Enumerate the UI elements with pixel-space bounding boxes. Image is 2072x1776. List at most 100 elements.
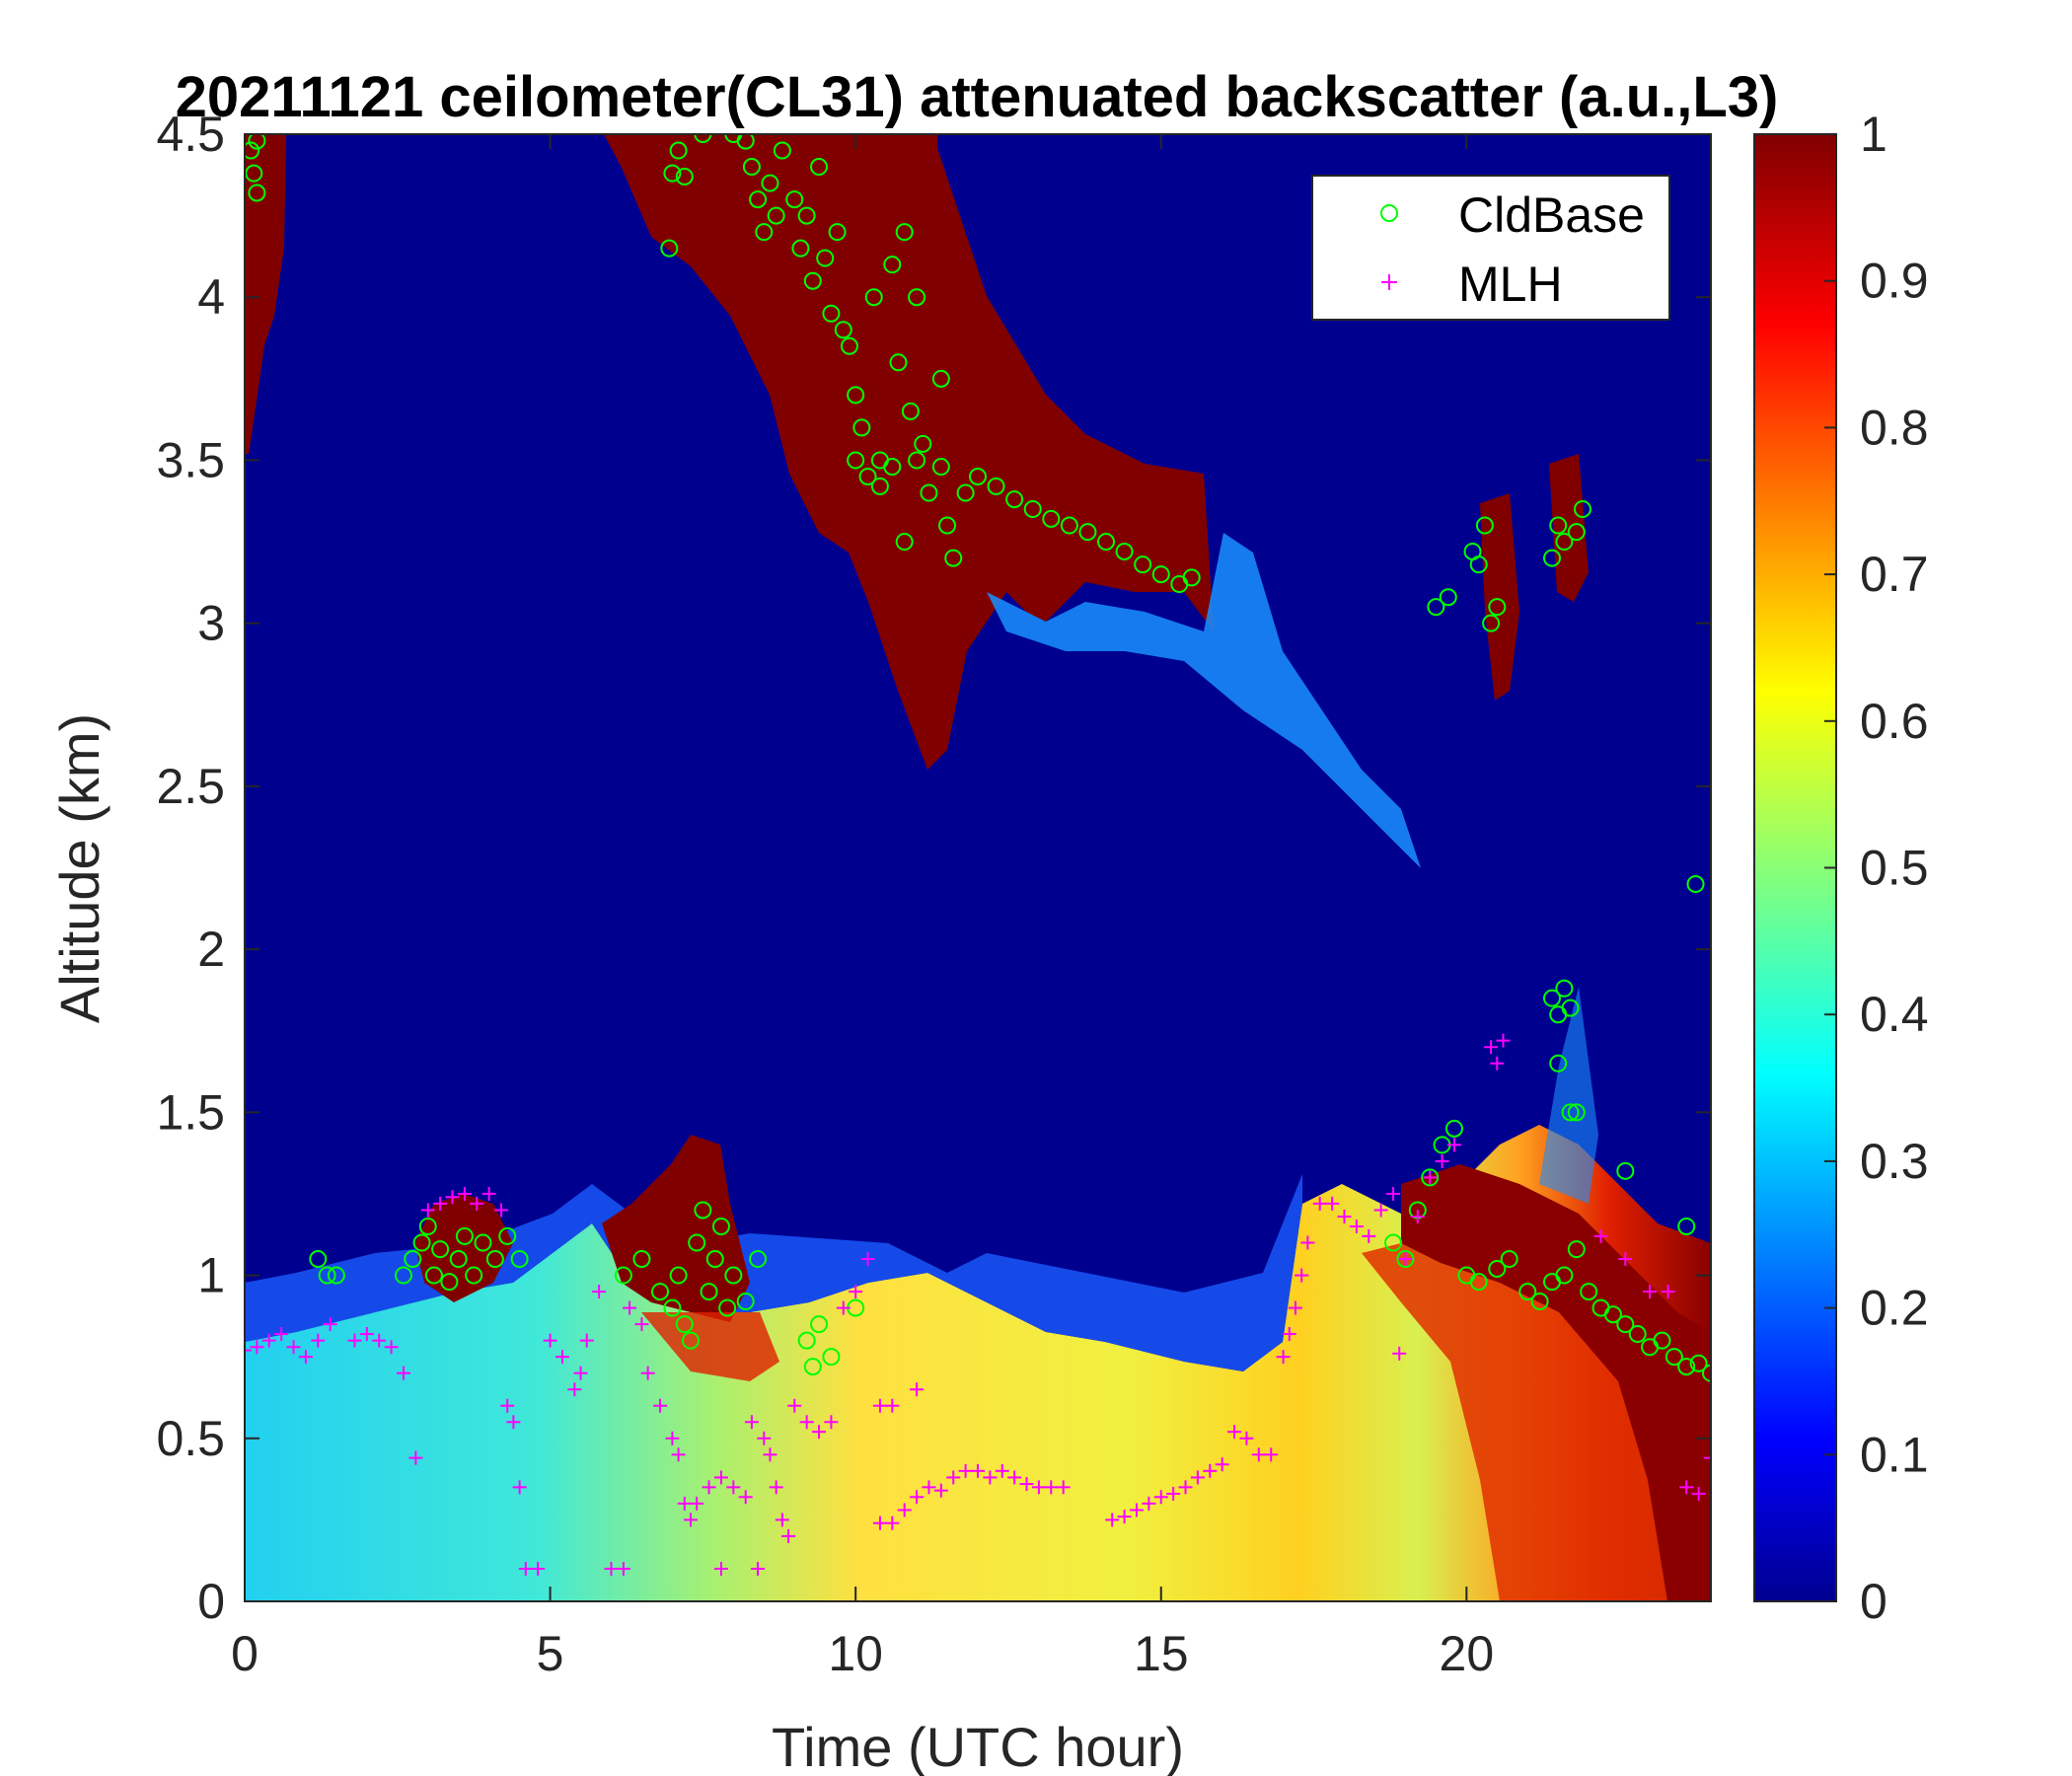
- mlh-point: [543, 1333, 557, 1348]
- legend-mlh-marker: [1381, 274, 1397, 290]
- cldbase-point: [1421, 1168, 1440, 1187]
- cldbase-point: [245, 141, 260, 160]
- cldbase-point: [1567, 1103, 1586, 1122]
- mlh-point: [634, 1317, 649, 1332]
- cldbase-point: [895, 533, 914, 552]
- aerosol-layer: [245, 1125, 1711, 1601]
- mlh-point: [481, 1186, 496, 1201]
- cldbase-point: [1561, 1103, 1580, 1122]
- cldbase-point: [828, 223, 847, 242]
- mlh-point: [494, 1203, 509, 1218]
- mlh-point: [1643, 1285, 1658, 1299]
- cldbase-point: [1616, 1161, 1635, 1180]
- cldbase-point: [803, 271, 822, 290]
- cldbase-point: [724, 1266, 743, 1285]
- mlh-point: [1386, 1186, 1401, 1201]
- mlh-point: [1661, 1285, 1675, 1299]
- mlh-point: [1215, 1457, 1229, 1472]
- cldbase-point: [663, 1298, 682, 1317]
- mlh-point: [872, 1516, 887, 1530]
- cldbase-point: [742, 158, 761, 177]
- cldbase-point: [1182, 568, 1201, 587]
- mlh-point: [573, 1366, 588, 1380]
- mlh-point: [910, 1382, 925, 1397]
- cldbase-point: [816, 249, 835, 267]
- y-tick-label: 1: [197, 1248, 225, 1303]
- cldbase-point: [1555, 979, 1574, 998]
- cldbase-point: [1384, 1233, 1403, 1252]
- cldbase-point: [700, 1283, 718, 1301]
- cldbase-point: [1530, 1292, 1549, 1310]
- high-cloud-main: [604, 134, 1214, 770]
- cldbase-point: [1469, 555, 1488, 574]
- mlh-point: [347, 1333, 362, 1348]
- cldbase-point: [1665, 1348, 1683, 1367]
- cldbase-point: [858, 467, 877, 485]
- backscatter-heatmap: [245, 134, 1711, 1601]
- cldbase-point: [498, 1226, 517, 1245]
- cldbase-point: [404, 1250, 422, 1269]
- cldbase-point: [1134, 555, 1152, 574]
- mlh-point: [1007, 1470, 1022, 1485]
- cldbase-point: [1023, 500, 1042, 519]
- mlh-point: [1618, 1252, 1633, 1267]
- axes-frame: [244, 133, 1712, 1602]
- cldbase-point: [931, 458, 950, 477]
- cldbase-point: [245, 164, 263, 183]
- cldbase-point: [660, 239, 679, 258]
- cldbase-point: [663, 164, 682, 183]
- cldbase-point: [394, 1266, 412, 1285]
- mlh-point: [1276, 1350, 1291, 1365]
- mlh-point: [531, 1561, 546, 1576]
- mlh-point: [506, 1415, 521, 1430]
- mlh-point: [702, 1480, 716, 1495]
- cldbase-point: [1549, 516, 1568, 535]
- cldbase-point: [424, 1266, 443, 1285]
- cldbase-point: [318, 1266, 336, 1285]
- cldbase-point: [840, 336, 858, 355]
- y-tick-label: 2.5: [156, 759, 225, 814]
- cldbase-point: [736, 134, 755, 150]
- colorbar-tick-label: 0.9: [1860, 254, 1929, 309]
- cldbase-point: [718, 1298, 737, 1317]
- mlh-point: [384, 1340, 399, 1355]
- mlh-point: [604, 1561, 619, 1576]
- cldbase-point: [889, 353, 908, 372]
- cldbase-point: [1005, 490, 1024, 509]
- cldbase-point: [1561, 999, 1580, 1017]
- colorbar-tick-label: 0.1: [1860, 1427, 1929, 1482]
- colorbar-tick-label: 0.4: [1860, 987, 1929, 1042]
- cloud-layer-early: [414, 1194, 513, 1302]
- mlh-point: [1325, 1196, 1340, 1211]
- mlh-point: [274, 1327, 289, 1342]
- cldbase-point: [651, 1283, 670, 1301]
- cldbase-point: [797, 1331, 816, 1350]
- mlh-point: [1044, 1480, 1059, 1495]
- colorbar-tick-label: 1: [1860, 107, 1887, 162]
- cldbase-point: [1567, 523, 1586, 542]
- mlh-point: [323, 1317, 337, 1332]
- cldbase-point: [920, 483, 938, 502]
- y-tick-label: 2: [197, 922, 225, 977]
- cldbase-point: [969, 467, 987, 485]
- cldbase-point: [810, 158, 829, 177]
- cldbase-point: [1078, 523, 1097, 542]
- cldbase-point: [418, 1217, 437, 1235]
- mlh-point: [860, 1252, 875, 1267]
- mlh-point: [261, 1333, 276, 1348]
- mlh-point: [1264, 1447, 1279, 1462]
- cldbase-point: [1543, 549, 1562, 567]
- mlh-point: [958, 1463, 973, 1478]
- x-tick-label: 0: [231, 1626, 259, 1681]
- cldbase-point: [773, 141, 791, 160]
- colorbar: 0 0.1 0.2 0.3 0.4 0.5 0.6 0.7 0.8 0.9 1: [1753, 107, 1929, 1629]
- cldbase-point: [1603, 1305, 1622, 1324]
- cldbase-point: [1444, 1119, 1463, 1138]
- mlh-point: [933, 1483, 948, 1498]
- cldbase-point: [485, 1250, 504, 1269]
- mlh-point: [616, 1561, 630, 1576]
- y-tick-label: 3: [197, 596, 225, 651]
- mlh-point: [1423, 1170, 1438, 1185]
- cldbase-point: [248, 134, 266, 150]
